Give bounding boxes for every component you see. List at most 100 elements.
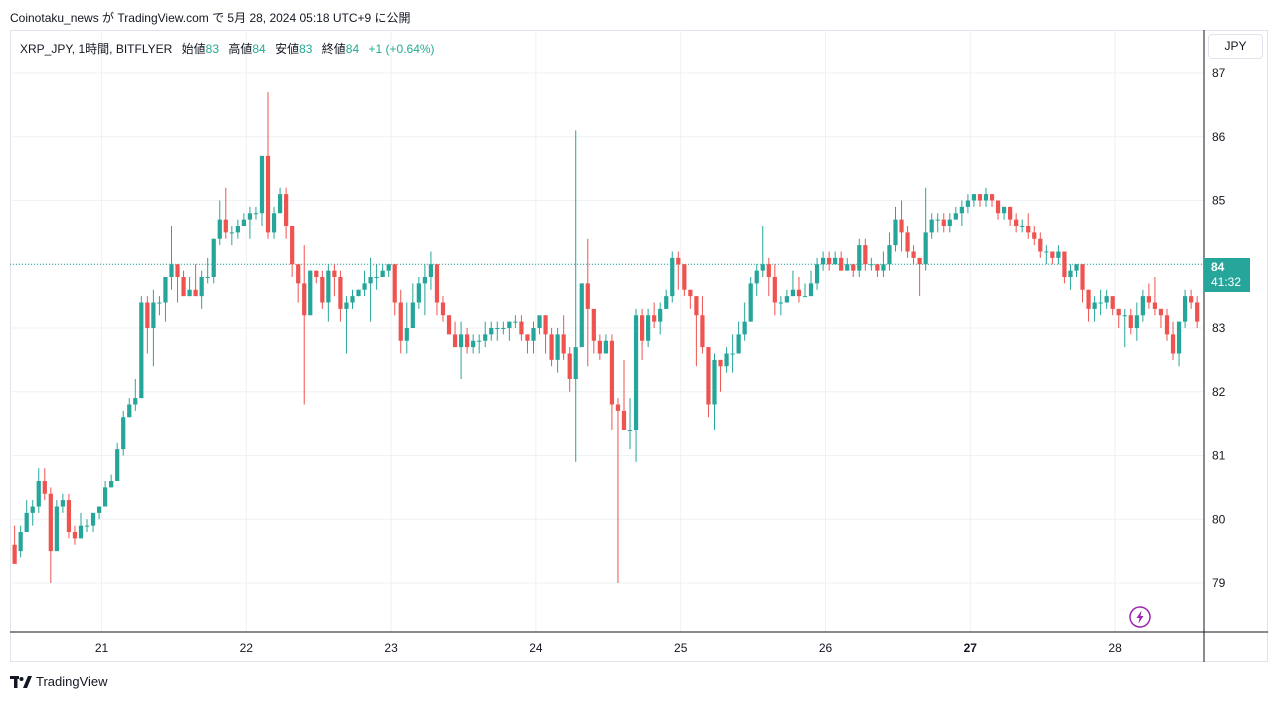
candle-body — [845, 264, 850, 271]
candle — [193, 264, 198, 297]
x-tick-label: 25 — [674, 641, 688, 655]
candle — [772, 264, 777, 316]
candle — [1086, 289, 1091, 322]
candle — [428, 251, 434, 290]
candle-body — [169, 264, 174, 277]
candle — [935, 213, 940, 233]
candle — [507, 321, 512, 341]
price-axis[interactable]: 79 80 81 82 83 84 85 86 87 — [1212, 66, 1226, 590]
candle-body — [392, 264, 397, 303]
candle — [591, 308, 596, 354]
candle-body — [917, 257, 922, 265]
y-tick-label: 81 — [1212, 449, 1226, 463]
x-tick-label: 27 — [964, 641, 978, 655]
candle-body — [308, 270, 313, 316]
candle-body — [1074, 264, 1079, 271]
candle-body — [133, 398, 138, 405]
candle — [567, 347, 572, 392]
candle-body — [941, 219, 946, 226]
y-tick-label: 83 — [1212, 321, 1226, 335]
y-tick-label: 87 — [1212, 66, 1226, 80]
candle — [277, 187, 283, 214]
candle-body — [609, 340, 615, 405]
candle-body — [748, 283, 753, 322]
candle — [766, 257, 771, 297]
candle — [24, 500, 29, 532]
x-tick-label: 21 — [95, 641, 109, 655]
candle-body — [151, 302, 156, 328]
candle — [875, 264, 880, 277]
candle-body — [814, 264, 820, 284]
candle — [471, 334, 476, 354]
candle — [676, 251, 681, 290]
candle-body — [1146, 296, 1152, 303]
low-label: 安値 — [275, 42, 300, 56]
candle-body — [1044, 251, 1049, 253]
candle — [386, 264, 391, 277]
candle-body — [42, 481, 47, 494]
candle — [145, 296, 150, 354]
candle — [296, 264, 301, 303]
candle — [827, 251, 832, 271]
time-axis[interactable]: 21 22 23 24 25 26 27 28 — [95, 641, 1122, 655]
candle — [1116, 308, 1121, 328]
candle-body — [875, 264, 880, 271]
candle — [72, 525, 78, 545]
candle — [905, 226, 910, 258]
candle-body — [555, 334, 560, 360]
candle — [1128, 308, 1133, 335]
candle-body — [187, 289, 192, 297]
candle — [845, 257, 850, 271]
candle — [748, 277, 753, 322]
candle-body — [839, 257, 844, 271]
candle-body — [790, 289, 796, 297]
candle — [1189, 289, 1194, 309]
candle — [344, 296, 349, 354]
candle-body — [543, 315, 548, 335]
tradingview-brand[interactable]: TradingView — [10, 674, 108, 689]
candle — [754, 264, 759, 297]
candle-body — [1080, 264, 1085, 290]
candle-body — [549, 334, 554, 360]
low-value: 83 — [299, 42, 313, 56]
candle — [597, 334, 602, 360]
candle-body — [796, 289, 802, 297]
candle — [422, 264, 428, 316]
currency-button[interactable]: JPY — [1208, 34, 1263, 59]
candle — [368, 257, 373, 322]
candle — [362, 270, 367, 297]
candle — [784, 289, 790, 303]
tradingview-logo-icon — [10, 675, 32, 688]
candle-body — [495, 328, 500, 329]
candle — [259, 155, 265, 226]
candle — [929, 213, 934, 239]
candle-body — [851, 264, 856, 271]
candle-body — [362, 283, 367, 290]
candle-body — [827, 257, 832, 265]
lightning-bolt-icon[interactable] — [1129, 606, 1151, 628]
candle-body — [1116, 308, 1121, 316]
candle-body — [639, 315, 645, 341]
candle-body — [736, 334, 741, 354]
x-tick-label: 23 — [384, 641, 398, 655]
candle — [760, 226, 765, 277]
candle-body — [217, 219, 222, 239]
candle — [555, 328, 560, 373]
candle-body — [422, 277, 428, 284]
candle — [893, 206, 898, 252]
candle — [127, 398, 132, 418]
candle — [1074, 264, 1079, 277]
candle-body — [1122, 315, 1127, 317]
candle-body — [700, 315, 705, 348]
publish-info: Coinotaku_news が TradingView.com で 5月 28… — [10, 11, 411, 25]
candle-body — [1128, 315, 1133, 328]
candle — [30, 500, 35, 526]
candle-body — [229, 232, 234, 234]
candle — [1122, 308, 1127, 348]
candle-body — [633, 315, 639, 430]
candle-body — [489, 328, 494, 335]
candle-body — [115, 449, 120, 481]
candle — [1056, 245, 1061, 265]
candle — [302, 245, 307, 405]
